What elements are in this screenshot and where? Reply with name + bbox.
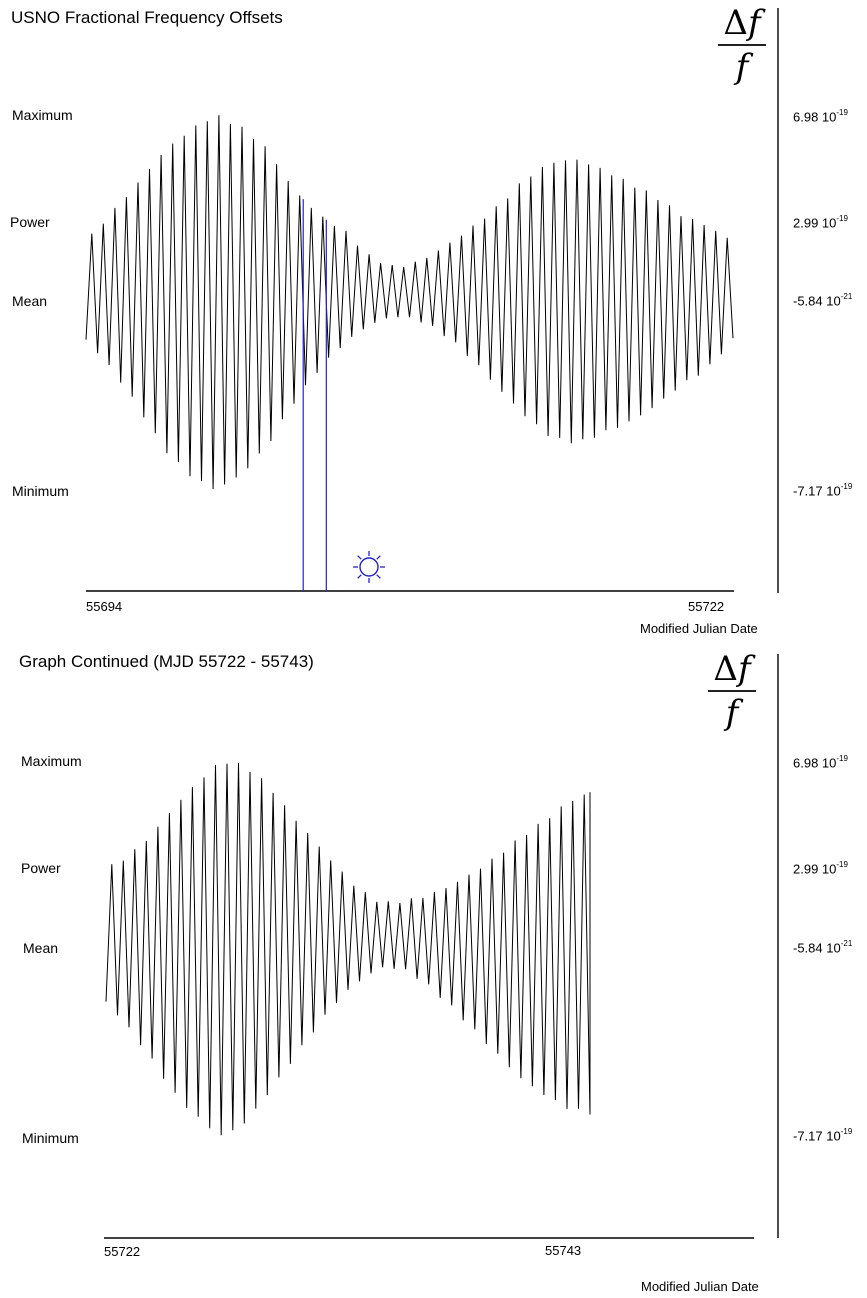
power-value: 2.99 10-19 [793,214,848,231]
maximum-label: Maximum [12,107,73,123]
sun-icon [353,551,385,583]
plot-area-2 [104,654,779,1239]
power-label: Power [10,214,50,230]
sun-ray [357,574,362,579]
sun-ray [357,555,362,560]
x-start-tick: 55722 [104,1244,141,1259]
power-label: Power [21,860,61,876]
x-axis-label: Modified Julian Date [641,1279,759,1294]
sun-disc [359,557,379,577]
delta-f-over-f-symbol: Δf f [714,4,770,86]
x-start-tick: 55694 [86,599,123,614]
chart-title: USNO Fractional Frequency Offsets [11,8,283,27]
sun-ray [376,574,381,579]
chart-panel-1: USNO Fractional Frequency Offsets Δf f M… [0,0,867,640]
maximum-value: 6.98 10-19 [793,754,848,771]
mean-value: -5.84 10-21 [793,939,853,956]
sun-ray [376,555,381,560]
minimum-label: Minimum [22,1130,79,1146]
minimum-value: -7.17 10-19 [793,482,853,499]
delta-f-over-f-symbol: Δf f [704,650,760,732]
x-axis-label: Modified Julian Date [640,621,758,636]
minimum-label: Minimum [12,483,69,499]
power-value: 2.99 10-19 [793,860,848,877]
x-end-tick: 55722 [688,599,725,614]
chart-panel-2: Graph Continued (MJD 55722 - 55743) Δf f… [0,646,867,1298]
frequency-offset-line [105,762,591,1136]
mean-label: Mean [23,940,59,956]
maximum-label: Maximum [21,753,82,769]
plot-area-1 [85,8,779,593]
mean-value: -5.84 10-21 [793,292,853,309]
frequency-offset-line [85,115,734,490]
maximum-value: 6.98 10-19 [793,108,848,125]
x-end-tick: 55743 [545,1243,582,1258]
chart-title: Graph Continued (MJD 55722 - 55743) [19,652,314,671]
minimum-value: -7.17 10-19 [793,1127,853,1144]
mean-label: Mean [12,293,48,309]
